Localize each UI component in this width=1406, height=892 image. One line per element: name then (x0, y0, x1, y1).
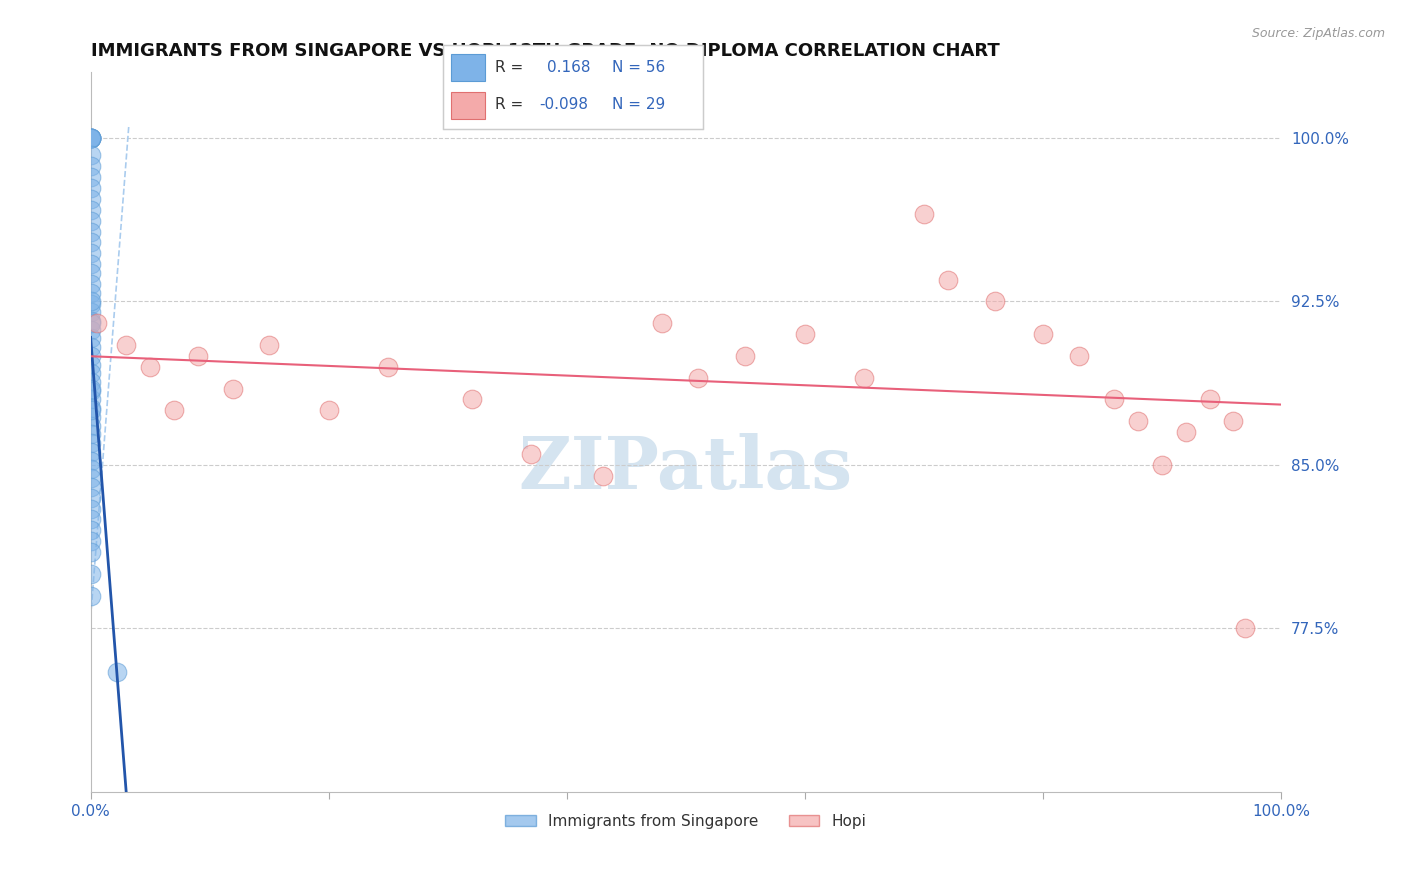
Point (139, 359, 162, 374)
Point (79, 566, 101, 581)
Text: ZIPatlas: ZIPatlas (519, 433, 853, 504)
Point (912, 207, 935, 221)
Point (105, 665, 128, 679)
Point (79, 316, 101, 330)
Bar (451, 54, 485, 81)
Point (853, 370, 876, 384)
Legend: Immigrants from Singapore, Hopi: Immigrants from Singapore, Hopi (499, 807, 873, 835)
Point (1128, 414, 1150, 428)
Point (79, 545, 101, 559)
Point (79, 159, 101, 173)
Point (460, 392, 482, 407)
Point (79, 266, 101, 280)
Point (79, 491, 101, 505)
Point (79, 392, 101, 407)
Point (163, 403, 186, 417)
Point (79, 296, 101, 310)
Point (79, 331, 101, 345)
Point (79, 512, 101, 526)
Point (79, 524, 101, 538)
Point (79, 246, 101, 260)
Point (1032, 327, 1054, 342)
Point (79, 131, 101, 145)
Text: -0.098: -0.098 (538, 97, 588, 112)
Point (79, 367, 101, 381)
Point (1222, 414, 1244, 428)
Point (1104, 392, 1126, 407)
Point (115, 338, 138, 352)
Point (79, 294, 101, 309)
Point (318, 403, 340, 417)
Point (79, 471, 101, 485)
Point (79, 170, 101, 185)
Point (79, 257, 101, 271)
Point (79, 382, 101, 396)
Text: N = 56: N = 56 (612, 60, 665, 75)
Point (651, 316, 673, 330)
Point (520, 447, 543, 461)
Point (1174, 425, 1197, 440)
Point (79, 453, 101, 467)
Point (79, 534, 101, 549)
Point (79, 181, 101, 195)
Point (79, 131, 101, 145)
Point (79, 401, 101, 416)
Point (222, 382, 245, 396)
Point (79, 323, 101, 337)
Text: R =: R = (495, 97, 523, 112)
Point (79, 409, 101, 424)
Point (79, 148, 101, 162)
Point (79, 340, 101, 354)
Text: Source: ZipAtlas.com: Source: ZipAtlas.com (1251, 27, 1385, 40)
Point (79, 131, 101, 145)
Point (79, 277, 101, 291)
Point (793, 327, 815, 342)
Point (734, 349, 756, 363)
Point (79, 445, 101, 459)
Point (686, 370, 709, 384)
Point (984, 294, 1007, 309)
Text: R =: R = (495, 60, 523, 75)
Point (257, 338, 280, 352)
Point (79, 462, 101, 476)
Point (79, 305, 101, 319)
Point (1150, 458, 1173, 472)
Point (79, 589, 101, 603)
Point (79, 131, 101, 145)
Point (936, 272, 959, 286)
Point (86, 316, 108, 330)
Text: 0.168: 0.168 (547, 60, 591, 75)
Point (79, 358, 101, 372)
Point (187, 349, 209, 363)
Point (79, 436, 101, 450)
Point (79, 213, 101, 227)
Text: N = 29: N = 29 (612, 97, 665, 112)
Point (592, 468, 614, 483)
Point (79, 384, 101, 398)
Point (79, 131, 101, 145)
Point (1067, 349, 1090, 363)
Point (79, 192, 101, 206)
Point (79, 235, 101, 250)
Point (79, 285, 101, 300)
Point (79, 375, 101, 389)
Point (79, 349, 101, 363)
Point (79, 225, 101, 239)
Point (79, 202, 101, 217)
Point (79, 314, 101, 328)
Point (79, 131, 101, 145)
Point (79, 131, 101, 145)
Point (79, 427, 101, 442)
Text: IMMIGRANTS FROM SINGAPORE VS HOPI 12TH GRADE, NO DIPLOMA CORRELATION CHART: IMMIGRANTS FROM SINGAPORE VS HOPI 12TH G… (90, 42, 1000, 60)
Point (377, 359, 399, 374)
Point (1198, 392, 1220, 407)
Point (1234, 622, 1257, 636)
Point (79, 501, 101, 516)
Bar (451, 92, 485, 120)
Point (79, 480, 101, 494)
Point (79, 403, 101, 417)
Point (79, 418, 101, 433)
